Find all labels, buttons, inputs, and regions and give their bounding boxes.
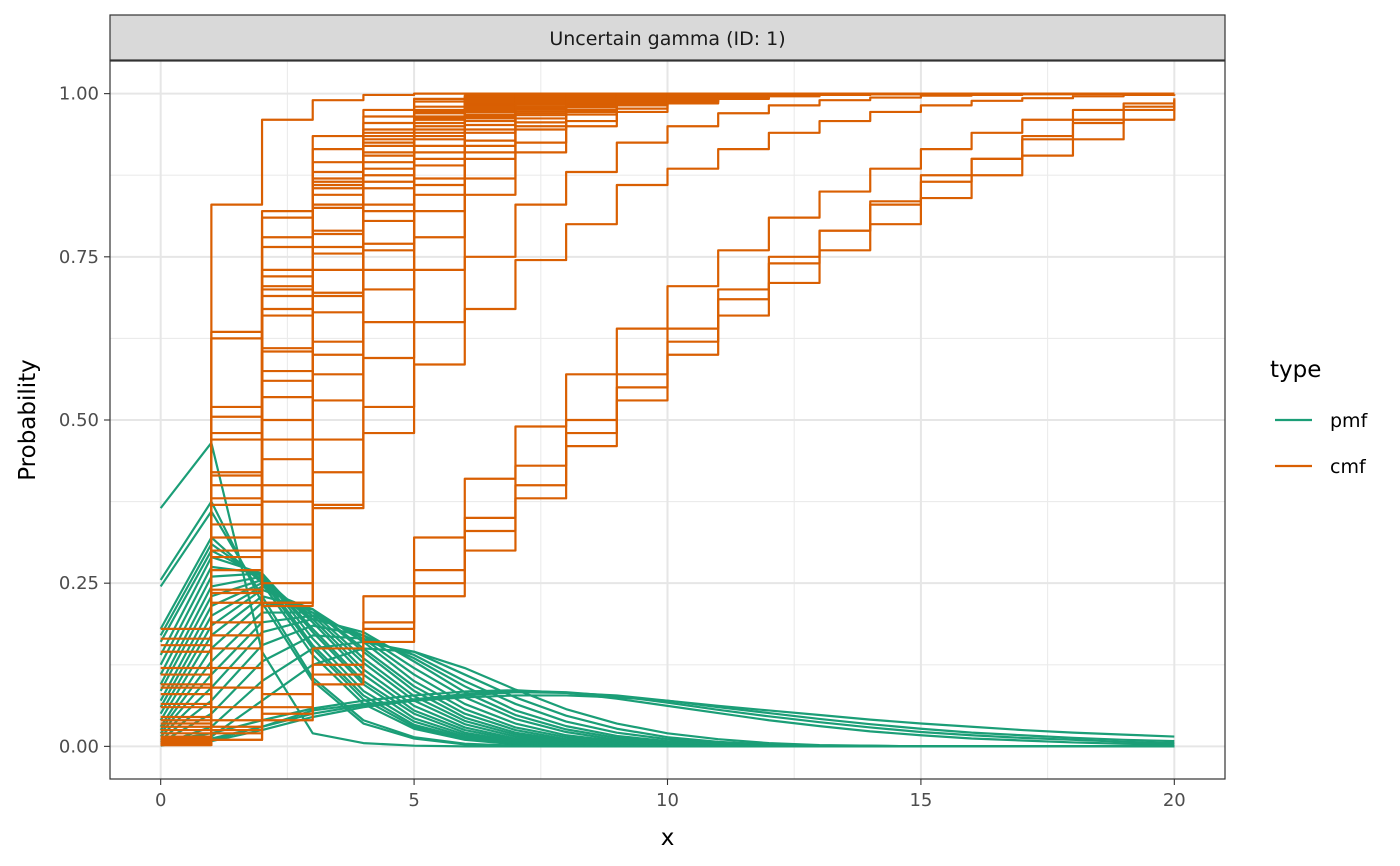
- legend-label-cmf: cmf: [1330, 456, 1367, 478]
- x-tick-label: 0: [155, 790, 166, 811]
- pmf-series-line-22: [160, 647, 1175, 748]
- pmf-series-group: [159, 441, 1175, 748]
- facet-title: Uncertain gamma (ID: 1): [549, 28, 785, 50]
- x-tick-label: 15: [909, 790, 932, 811]
- cmf-series-line-58: [160, 100, 1176, 746]
- y-tick-label: 0.25: [59, 573, 99, 594]
- facet-strip: Uncertain gamma (ID: 1): [109, 14, 1226, 61]
- pmf-series-line-24: [160, 691, 1175, 747]
- legend: type pmf cmf: [1270, 357, 1369, 478]
- x-tick-label: 5: [408, 790, 419, 811]
- y-tick-label: 0.75: [59, 247, 99, 268]
- cmf-series-line-53: [160, 92, 1175, 747]
- y-tick-label: 1.00: [59, 84, 99, 105]
- legend-title: type: [1270, 357, 1321, 383]
- pmf-series-line-25: [160, 689, 1175, 745]
- cmf-series-line-57: [160, 98, 1176, 745]
- pmf-series-line-26: [160, 689, 1175, 746]
- x-tick-label: 10: [656, 790, 679, 811]
- facet-strip-background: [109, 14, 1226, 61]
- x-tick-label: 20: [1163, 790, 1186, 811]
- y-tick-label: 0.00: [59, 736, 99, 757]
- plot-panel: [109, 60, 1226, 780]
- y-axis-title: Probability: [15, 359, 41, 481]
- cmf-series-line-54: [160, 93, 1176, 747]
- x-axis-title: x: [661, 825, 675, 851]
- cmf-series-group: [160, 92, 1176, 747]
- cmf-series-line-52: [160, 92, 1175, 746]
- axes: 0 5 10 15 20 0.00 0.25 0.50 0.75 1.00: [59, 84, 1186, 811]
- y-tick-label: 0.50: [59, 410, 99, 431]
- legend-label-pmf: pmf: [1330, 410, 1369, 432]
